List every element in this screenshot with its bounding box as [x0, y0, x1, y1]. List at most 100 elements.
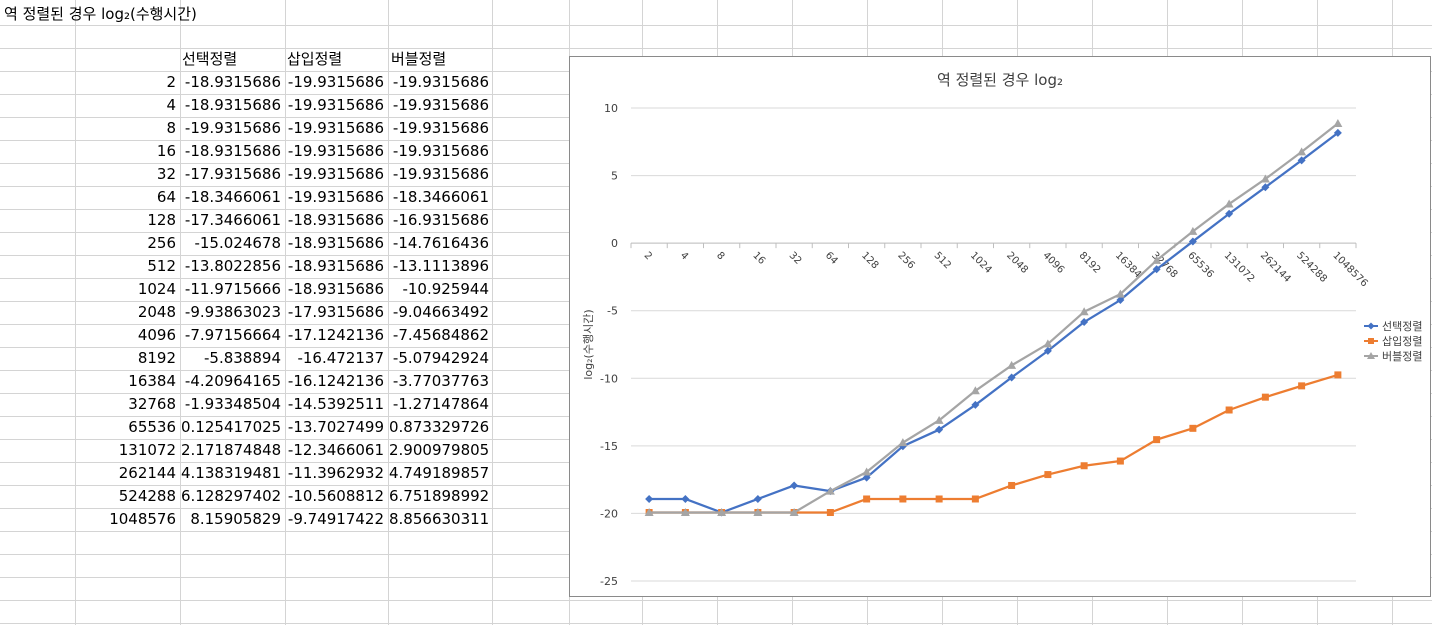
value-cell[interactable]: -18.9315686	[184, 73, 281, 91]
size-cell[interactable]: 131072	[118, 441, 176, 459]
value-cell[interactable]: -5.07942924	[392, 349, 489, 367]
value-cell[interactable]: -17.3466061	[184, 211, 281, 229]
size-cell[interactable]: 64	[156, 188, 176, 206]
value-cell[interactable]: -13.7027499	[287, 418, 384, 436]
sheet-title-cell[interactable]: 역 정렬된 경우 log₂(수행시간)	[4, 5, 197, 23]
value-cell[interactable]: -16.472137	[297, 349, 384, 367]
value-cell[interactable]: 2.171874848	[181, 441, 282, 459]
value-cell[interactable]: -10.925944	[402, 280, 489, 298]
value-cell[interactable]: -9.93863023	[184, 303, 281, 321]
value-cell[interactable]: -19.9315686	[287, 73, 384, 91]
value-cell[interactable]: -19.9315686	[392, 73, 489, 91]
value-cell[interactable]: -19.9315686	[287, 165, 384, 183]
value-cell[interactable]: -9.04663492	[392, 303, 489, 321]
value-cell[interactable]: -18.3466061	[184, 188, 281, 206]
size-cell[interactable]: 2048	[137, 303, 176, 321]
value-cell[interactable]: 8.15905829	[190, 510, 281, 528]
value-cell[interactable]: 0.873329726	[389, 418, 490, 436]
size-cell[interactable]: 32768	[128, 395, 176, 413]
value-cell[interactable]: -18.9315686	[287, 234, 384, 252]
y-tick-label: -25	[600, 575, 618, 588]
value-cell[interactable]: -1.93348504	[184, 395, 281, 413]
value-cell[interactable]: -10.5608812	[287, 487, 384, 505]
value-cell[interactable]: -9.74917422	[287, 510, 384, 528]
size-cell[interactable]: 4	[166, 96, 176, 114]
column-header-cell[interactable]: 삽입정렬	[287, 50, 343, 68]
size-cell[interactable]: 256	[147, 234, 176, 252]
value-cell[interactable]: -13.1113896	[392, 257, 489, 275]
value-cell[interactable]: -17.1242136	[287, 326, 384, 344]
data-point	[789, 508, 799, 517]
value-cell[interactable]: -5.838894	[204, 349, 281, 367]
value-cell[interactable]: 0.125417025	[181, 418, 282, 436]
size-cell[interactable]: 32	[156, 165, 176, 183]
size-cell[interactable]: 16	[156, 142, 176, 160]
value-cell[interactable]: -12.3466061	[287, 441, 384, 459]
size-cell[interactable]: 524288	[118, 487, 176, 505]
size-cell[interactable]: 128	[147, 211, 176, 229]
grid-row-line	[0, 48, 1432, 49]
value-cell[interactable]: -19.9315686	[392, 96, 489, 114]
value-cell[interactable]: -19.9315686	[287, 96, 384, 114]
value-cell[interactable]: -18.9315686	[184, 142, 281, 160]
size-cell[interactable]: 1048576	[109, 510, 176, 528]
column-header-cell[interactable]: 버블정렬	[391, 50, 447, 68]
value-cell[interactable]: 8.856630311	[389, 510, 490, 528]
value-cell[interactable]: 4.138319481	[181, 464, 282, 482]
value-cell[interactable]: -1.27147864	[392, 395, 489, 413]
x-tick-label: 16	[750, 250, 767, 267]
value-cell[interactable]: 4.749189857	[389, 464, 490, 482]
value-cell[interactable]: -11.3962932	[287, 464, 384, 482]
value-cell[interactable]: -14.7616436	[392, 234, 489, 252]
value-cell[interactable]: -17.9315686	[287, 303, 384, 321]
size-cell[interactable]: 2	[166, 73, 176, 91]
data-point	[717, 508, 727, 517]
value-cell[interactable]: -16.1242136	[287, 372, 384, 390]
size-cell[interactable]: 1024	[137, 280, 176, 298]
data-point	[1261, 183, 1270, 192]
value-cell[interactable]: -13.8022856	[184, 257, 281, 275]
data-point	[899, 495, 907, 503]
size-cell[interactable]: 4096	[137, 326, 176, 344]
value-cell[interactable]: -19.9315686	[287, 188, 384, 206]
size-cell[interactable]: 512	[147, 257, 176, 275]
value-cell[interactable]: -19.9315686	[287, 142, 384, 160]
value-cell[interactable]: 6.751898992	[389, 487, 490, 505]
value-cell[interactable]: -18.9315686	[184, 96, 281, 114]
value-cell[interactable]: -19.9315686	[287, 119, 384, 137]
value-cell[interactable]: -7.45684862	[392, 326, 489, 344]
value-cell[interactable]: -18.9315686	[287, 257, 384, 275]
value-cell[interactable]: -16.9315686	[392, 211, 489, 229]
value-cell[interactable]: -19.9315686	[392, 119, 489, 137]
value-cell[interactable]: -19.9315686	[392, 142, 489, 160]
line-chart[interactable]: 역 정렬된 경우 log₂ 10 5 0 -5 -10 -15 -20 -25 2 4 8 16 32 64…	[569, 56, 1431, 597]
value-cell[interactable]: -18.3466061	[392, 188, 489, 206]
y-tick-label: 0	[611, 237, 618, 250]
data-point	[1008, 481, 1016, 489]
data-point	[1152, 255, 1162, 264]
value-cell[interactable]: 6.128297402	[181, 487, 282, 505]
value-cell[interactable]: -19.9315686	[184, 119, 281, 137]
data-point	[862, 473, 871, 482]
data-point	[753, 494, 762, 503]
value-cell[interactable]: -4.20964165	[184, 372, 281, 390]
size-cell[interactable]: 65536	[128, 418, 176, 436]
value-cell[interactable]: -17.9315686	[184, 165, 281, 183]
data-point	[862, 467, 872, 476]
value-cell[interactable]: -7.97156664	[184, 326, 281, 344]
value-cell[interactable]: -11.9715666	[184, 280, 281, 298]
size-cell[interactable]: 16384	[128, 372, 176, 390]
value-cell[interactable]: -3.77037763	[392, 372, 489, 390]
size-cell[interactable]: 8	[166, 119, 176, 137]
size-cell[interactable]: 8192	[137, 349, 176, 367]
size-cell[interactable]: 262144	[118, 464, 176, 482]
column-header-cell[interactable]: 선택정렬	[182, 50, 238, 68]
value-cell[interactable]: -15.024678	[194, 234, 281, 252]
value-cell[interactable]: -14.5392511	[287, 395, 384, 413]
data-point	[1080, 318, 1089, 327]
value-cell[interactable]: -19.9315686	[392, 165, 489, 183]
value-cell[interactable]: -18.9315686	[287, 211, 384, 229]
value-cell[interactable]: -18.9315686	[287, 280, 384, 298]
value-cell[interactable]: 2.900979805	[389, 441, 490, 459]
y-tick-label: 5	[611, 170, 618, 183]
